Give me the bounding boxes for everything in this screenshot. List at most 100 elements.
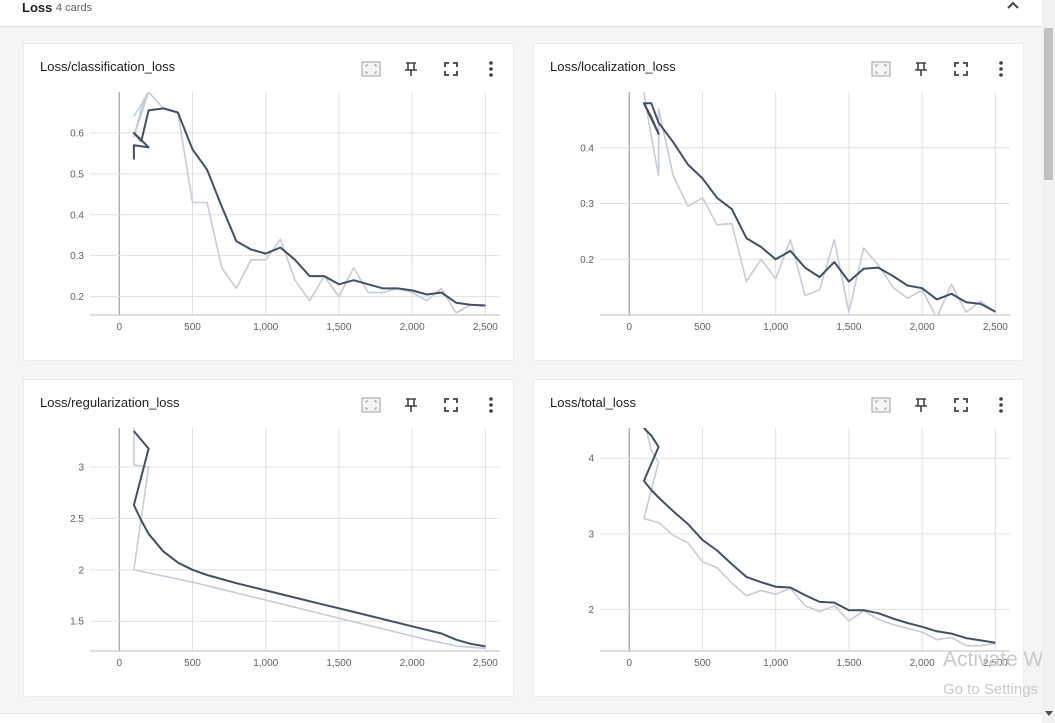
y-tick-label: 1.5 bbox=[70, 617, 84, 628]
x-tick-label: 1,000 bbox=[763, 658, 788, 669]
pin-icon bbox=[915, 62, 927, 76]
more-options-button[interactable] bbox=[480, 394, 502, 416]
x-tick-label: 2,000 bbox=[910, 658, 935, 669]
y-tick-label: 0.4 bbox=[70, 210, 84, 221]
x-tick-label: 500 bbox=[694, 658, 711, 669]
more-vert-icon bbox=[999, 61, 1003, 77]
fullscreen-icon bbox=[954, 62, 968, 76]
group-card-count: 4 cards bbox=[56, 2, 93, 14]
pin-button[interactable] bbox=[400, 394, 422, 416]
fit-domain-icon bbox=[871, 61, 891, 77]
smoothed-series-line bbox=[642, 428, 996, 644]
x-tick-label: 0 bbox=[117, 322, 123, 333]
x-tick-label: 2,000 bbox=[910, 322, 935, 333]
x-tick-label: 2,500 bbox=[983, 322, 1008, 333]
y-tick-label: 0.6 bbox=[70, 128, 84, 139]
pin-button[interactable] bbox=[910, 394, 932, 416]
x-tick-label: 1,500 bbox=[326, 322, 351, 333]
windows-activation-watermark: Activate Windows Go to Settings to activ… bbox=[930, 640, 1042, 710]
fit-domain-icon bbox=[361, 61, 381, 77]
pin-button[interactable] bbox=[400, 58, 422, 80]
scalar-card: Loss/localization_loss 0 500 1,000 1,500 2,0… bbox=[533, 43, 1024, 361]
card-title: Loss/localization_loss bbox=[550, 59, 676, 74]
scalar-card: Loss/total_loss 0 500 1,000 1,500 2,000 2,500… bbox=[533, 379, 1024, 697]
pin-icon bbox=[405, 398, 417, 412]
line-chart[interactable]: 0 500 1,000 1,500 2,000 2,500 0.2 0.3 0.4 0.5 0.6 bbox=[24, 44, 513, 360]
fullscreen-button[interactable] bbox=[950, 58, 972, 80]
more-vert-icon bbox=[489, 61, 493, 77]
x-tick-label: 500 bbox=[184, 658, 201, 669]
y-tick-label: 0.4 bbox=[580, 143, 594, 154]
x-tick-label: 0 bbox=[117, 658, 123, 669]
fit-domain-button[interactable] bbox=[870, 394, 892, 416]
x-tick-label: 500 bbox=[184, 322, 201, 333]
scalar-card: Loss/classification_loss 0 500 1,000 1,500 2… bbox=[23, 43, 514, 361]
line-chart[interactable]: 0 500 1,000 1,500 2,000 2,500 2 3 4 bbox=[534, 380, 1023, 696]
line-chart[interactable]: 0 500 1,000 1,500 2,000 2,500 1.5 2 2.5 3 bbox=[24, 380, 513, 696]
y-tick-label: 0.2 bbox=[580, 255, 594, 266]
more-vert-icon bbox=[999, 397, 1003, 413]
pin-icon bbox=[405, 62, 417, 76]
y-tick-label: 2 bbox=[78, 565, 84, 576]
y-tick-label: 0.3 bbox=[70, 251, 84, 262]
card-group-header: Loss 4 cards bbox=[0, 0, 1042, 27]
x-tick-label: 1,000 bbox=[253, 322, 278, 333]
more-options-button[interactable] bbox=[990, 58, 1012, 80]
card-title: Loss/total_loss bbox=[550, 395, 636, 410]
page-scrollbar[interactable] bbox=[1042, 0, 1055, 722]
more-options-button[interactable] bbox=[990, 394, 1012, 416]
group-title: Loss bbox=[22, 0, 53, 15]
x-tick-label: 2,000 bbox=[400, 658, 425, 669]
y-tick-label: 0.3 bbox=[580, 199, 594, 210]
scrollbar-thumb[interactable] bbox=[1044, 28, 1053, 180]
y-tick-label: 2 bbox=[588, 605, 594, 616]
raw-series-line bbox=[643, 92, 996, 315]
line-chart[interactable]: 0 500 1,000 1,500 2,000 2,500 0.2 0.3 0.4 bbox=[534, 44, 1023, 360]
fullscreen-icon bbox=[444, 398, 458, 412]
scroll-down-arrow-icon[interactable] bbox=[1045, 708, 1053, 718]
y-tick-label: 0.2 bbox=[70, 292, 84, 303]
scalar-card: Loss/regularization_loss 0 500 1,000 1,500 2… bbox=[23, 379, 514, 697]
y-tick-label: 4 bbox=[588, 454, 594, 465]
card-title: Loss/regularization_loss bbox=[40, 395, 180, 410]
fit-domain-button[interactable] bbox=[360, 394, 382, 416]
x-tick-label: 0 bbox=[627, 322, 633, 333]
smoothed-series-line bbox=[642, 102, 996, 313]
smoothed-series-line bbox=[132, 430, 486, 648]
x-tick-label: 1,500 bbox=[326, 658, 351, 669]
y-tick-label: 0.5 bbox=[70, 169, 84, 180]
watermark-line-2: Go to Settings to activate Windows. bbox=[943, 681, 1042, 698]
collapse-group-button[interactable] bbox=[1003, 0, 1023, 16]
pin-button[interactable] bbox=[910, 58, 932, 80]
x-tick-label: 2,500 bbox=[473, 658, 498, 669]
x-tick-label: 1,000 bbox=[253, 658, 278, 669]
x-tick-label: 2,000 bbox=[400, 322, 425, 333]
y-tick-label: 3 bbox=[78, 463, 84, 474]
raw-series-line bbox=[643, 428, 996, 647]
pin-icon bbox=[915, 398, 927, 412]
card-title: Loss/classification_loss bbox=[40, 59, 176, 74]
more-options-button[interactable] bbox=[480, 58, 502, 80]
fit-domain-icon bbox=[871, 397, 891, 413]
y-tick-label: 2.5 bbox=[70, 514, 84, 525]
x-tick-label: 1,500 bbox=[836, 322, 861, 333]
y-tick-label: 3 bbox=[588, 529, 594, 540]
fullscreen-button[interactable] bbox=[440, 58, 462, 80]
x-tick-label: 2,500 bbox=[473, 322, 498, 333]
fit-domain-button[interactable] bbox=[360, 58, 382, 80]
watermark-line-1: Activate Windows bbox=[943, 648, 1042, 671]
x-tick-label: 1,500 bbox=[836, 658, 861, 669]
fit-domain-button[interactable] bbox=[870, 58, 892, 80]
fullscreen-button[interactable] bbox=[950, 394, 972, 416]
raw-series-line bbox=[133, 92, 486, 314]
next-group-header bbox=[0, 713, 1042, 723]
fullscreen-icon bbox=[954, 398, 968, 412]
fit-domain-icon bbox=[361, 397, 381, 413]
smoothed-series-line bbox=[132, 107, 486, 307]
fullscreen-button[interactable] bbox=[440, 394, 462, 416]
x-tick-label: 500 bbox=[694, 322, 711, 333]
raw-series-line bbox=[133, 428, 486, 650]
more-vert-icon bbox=[489, 397, 493, 413]
chevron-up-icon bbox=[1007, 1, 1019, 9]
x-tick-label: 1,000 bbox=[763, 322, 788, 333]
